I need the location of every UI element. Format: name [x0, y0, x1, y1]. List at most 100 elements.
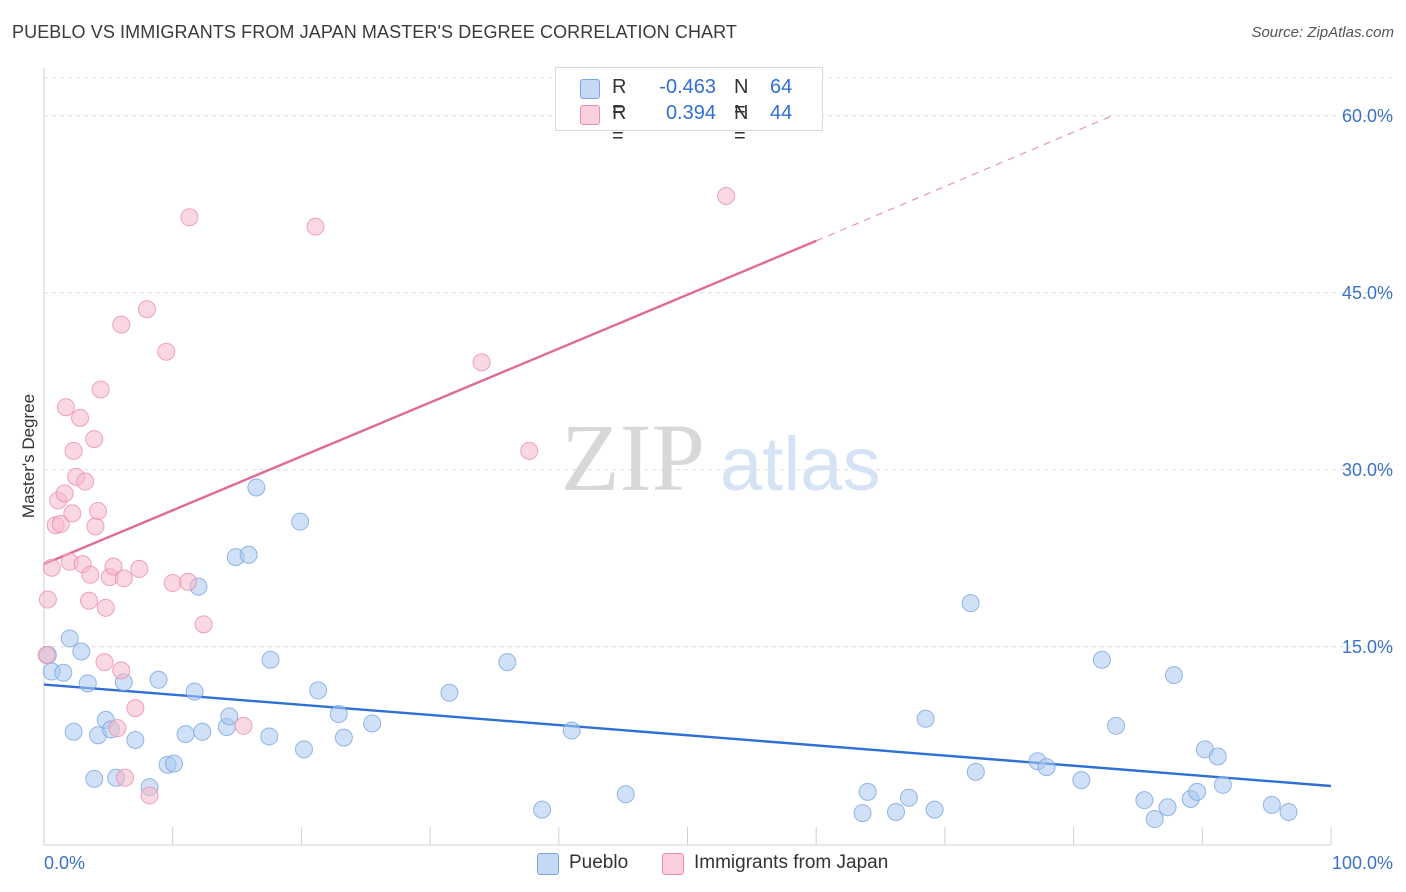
japan-point	[85, 430, 104, 449]
pueblo-point	[149, 670, 168, 689]
japan-point	[472, 353, 491, 372]
japan-point	[112, 661, 131, 680]
pueblo-point	[1037, 758, 1056, 777]
legend-label-japan: Immigrants from Japan	[694, 852, 889, 873]
japan-point	[112, 315, 131, 334]
japan-point	[717, 187, 736, 205]
japan-point	[55, 484, 74, 503]
japan-point	[126, 699, 145, 718]
pueblo-swatch	[580, 79, 600, 99]
pueblo-trend-line	[43, 683, 1332, 788]
r-value: 0.394	[665, 102, 716, 124]
pueblo-legend-swatch	[537, 853, 559, 875]
japan-swatch	[580, 105, 600, 125]
japan-point	[95, 653, 114, 672]
legend-label-pueblo: Pueblo	[569, 852, 629, 873]
y-tick-label: 45.0%	[1342, 283, 1393, 303]
watermark-atlas: atlas	[720, 422, 881, 507]
japan-point	[108, 719, 127, 738]
japan-point	[234, 716, 253, 735]
stats-legend: R = -0.463 N = 64 R = 0.394 N = 44	[555, 67, 823, 147]
pueblo-point	[239, 545, 258, 564]
japan-legend-swatch	[662, 853, 684, 875]
pueblo-point	[193, 722, 212, 741]
pueblo-point	[966, 762, 985, 781]
n-value: 44	[770, 102, 793, 124]
pueblo-point	[1135, 791, 1154, 810]
pueblo-point	[363, 714, 382, 733]
pueblo-point	[291, 512, 310, 531]
tick-labels: 15.0% 30.0% 45.0% 60.0% 0.0% 100.0%	[44, 106, 1393, 873]
pueblo-point	[562, 721, 581, 740]
x-tick-label-min: 0.0%	[44, 853, 85, 873]
chart-title: PUEBLO VS IMMIGRANTS FROM JAPAN MASTER'S…	[12, 22, 738, 42]
watermark: ZIP atlas	[561, 404, 881, 511]
pueblo-point	[185, 682, 204, 701]
pueblo-point	[498, 653, 517, 672]
japan-point	[306, 217, 325, 236]
japan-point	[63, 504, 82, 523]
pueblo-point	[164, 754, 183, 773]
pueblo-point	[54, 663, 73, 682]
japan-point	[180, 208, 199, 227]
pueblo-point	[64, 722, 83, 741]
pueblo-point	[1164, 666, 1183, 685]
pueblo-point	[1188, 782, 1207, 801]
pueblo-point	[1107, 716, 1126, 735]
japan-point	[96, 598, 115, 617]
japan-point	[114, 569, 133, 588]
pueblo-point	[247, 478, 266, 497]
pueblo-point	[334, 728, 353, 747]
japan-point	[42, 558, 61, 577]
pueblo-point	[1072, 771, 1091, 790]
pueblo-point	[261, 650, 280, 669]
pueblo-point	[1262, 795, 1281, 814]
japan-point	[37, 646, 56, 665]
japan-point	[89, 502, 108, 521]
japan-point	[64, 441, 83, 460]
pueblo-point	[1213, 775, 1232, 794]
pueblo-point	[260, 727, 279, 746]
pueblo-point	[60, 629, 79, 648]
japan-trend-extension	[815, 115, 1113, 242]
japan-point	[140, 786, 159, 805]
japan-point	[38, 590, 57, 609]
axes	[43, 68, 1332, 846]
y-tick-label: 60.0%	[1342, 106, 1393, 126]
pueblo-point	[176, 725, 195, 744]
pueblo-point	[294, 740, 313, 759]
japan-point	[179, 572, 198, 591]
data-points	[37, 187, 1298, 829]
pueblo-point	[886, 802, 905, 821]
japan-point	[130, 559, 149, 578]
y-axis-label: Master's Degree	[19, 394, 38, 518]
japan-point	[137, 300, 156, 319]
pueblo-point	[533, 800, 552, 819]
japan-point	[80, 591, 99, 610]
japan-point	[86, 517, 105, 536]
n-value: 64	[770, 76, 793, 98]
trend-lines	[43, 115, 1332, 788]
pueblo-point	[1279, 802, 1298, 821]
r-value: -0.463	[659, 76, 716, 98]
japan-point	[91, 380, 110, 399]
pueblo-point	[126, 730, 145, 749]
x-tick-label-max: 100.0%	[1332, 853, 1393, 873]
japan-point	[51, 515, 70, 534]
pueblo-point	[78, 674, 97, 693]
pueblo-point	[440, 683, 459, 702]
pueblo-point	[1092, 650, 1111, 669]
pueblo-point	[85, 769, 104, 788]
pueblo-point	[220, 707, 239, 726]
pueblo-point	[1158, 798, 1177, 817]
pueblo-point	[925, 800, 944, 819]
pueblo-point	[309, 681, 328, 700]
japan-point	[163, 574, 182, 593]
y-tick-label: 30.0%	[1342, 460, 1393, 480]
japan-point	[194, 615, 213, 634]
pueblo-point	[899, 788, 918, 807]
r-label: R =	[612, 102, 627, 147]
n-label: N =	[734, 102, 749, 147]
japan-point	[71, 408, 90, 427]
